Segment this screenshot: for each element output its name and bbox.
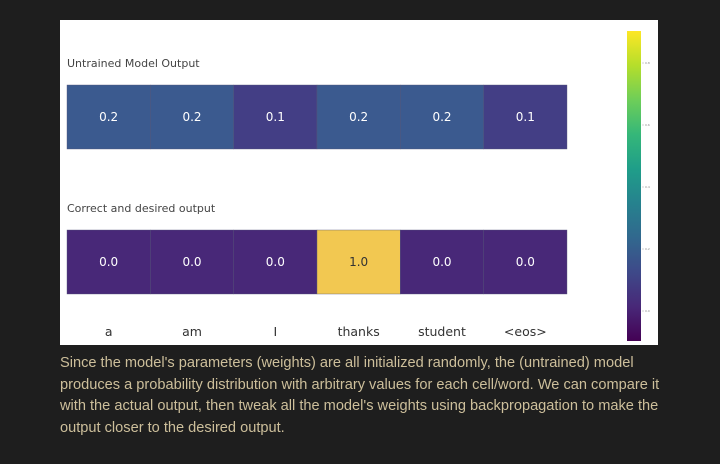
colorbar-tick-label: 0.6 bbox=[645, 123, 650, 127]
row-title: Correct and desired output bbox=[67, 202, 216, 215]
cell-value-label: 0.0 bbox=[99, 255, 118, 269]
x-category-label: <eos> bbox=[504, 324, 547, 339]
colorbar bbox=[627, 31, 641, 341]
previous-text-fragment bbox=[60, 0, 658, 6]
cell-value-label: 0.1 bbox=[266, 110, 285, 124]
heatmap-cell bbox=[150, 229, 234, 295]
colorbar-tick-label: 0.2 bbox=[645, 247, 650, 251]
figure-caption: Since the model's parameters (weights) a… bbox=[60, 355, 660, 436]
heatmap-cell bbox=[150, 84, 234, 150]
heatmap-cell bbox=[233, 84, 318, 150]
cell-value-label: 0.0 bbox=[432, 255, 451, 269]
row-title: Untrained Model Output bbox=[67, 57, 200, 70]
cell-value-label: 0.2 bbox=[99, 110, 118, 124]
colorbar-tick-label: 0.4 bbox=[645, 185, 650, 189]
cell-value-label: 0.2 bbox=[182, 110, 201, 124]
heatmap-figure: Untrained Model Output 0.2 0.2 0.1 0.2 0.2 0.1… bbox=[60, 20, 658, 345]
cell-value-label: 0.2 bbox=[432, 110, 451, 124]
cell-value-label: 0.0 bbox=[266, 255, 285, 269]
cell-value-label: 0.0 bbox=[516, 255, 535, 269]
cell-value-label: 1.0 bbox=[349, 255, 368, 269]
cell-value-label: 0.2 bbox=[349, 110, 368, 124]
heatmap-cell bbox=[400, 84, 484, 150]
heatmap-cell bbox=[66, 84, 151, 150]
x-category-label: student bbox=[418, 324, 466, 339]
heatmap-cell bbox=[233, 229, 318, 295]
heatmap-cell bbox=[483, 229, 568, 295]
x-category-label: a bbox=[105, 324, 113, 339]
heatmap-cell bbox=[483, 84, 568, 150]
x-category-label: thanks bbox=[338, 324, 380, 339]
colorbar-tick-label: 0.8 bbox=[645, 61, 650, 65]
x-category-label: I bbox=[273, 324, 277, 339]
cell-value-label: 0.1 bbox=[516, 110, 535, 124]
heatmap-chart: Untrained Model Output 0.2 0.2 0.1 0.2 0.2 0.1… bbox=[66, 31, 650, 341]
heatmap-cell bbox=[316, 229, 401, 295]
cell-value-label: 0.0 bbox=[182, 255, 201, 269]
colorbar-tick-label: 0.0 bbox=[645, 309, 650, 313]
x-category-label: am bbox=[182, 324, 202, 339]
heatmap-cell bbox=[66, 229, 151, 295]
heatmap-cell bbox=[316, 84, 401, 150]
